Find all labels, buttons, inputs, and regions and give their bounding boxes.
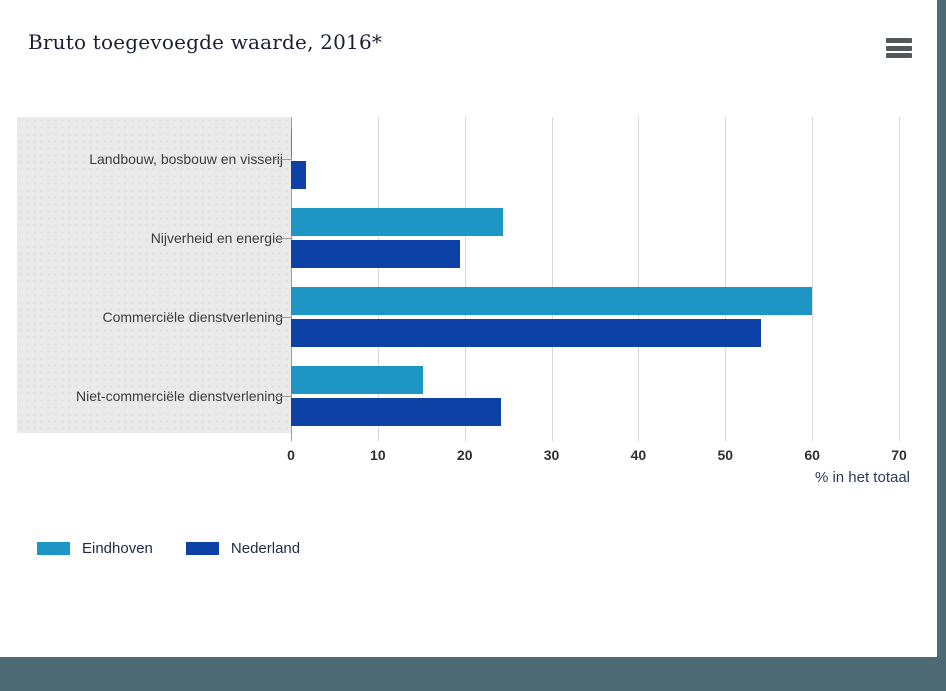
- x-tick-label: 30: [543, 447, 560, 463]
- legend-swatch: [37, 542, 70, 555]
- x-tick-label: 10: [370, 447, 386, 463]
- x-tick-label: 20: [456, 447, 473, 463]
- gridline: [464, 117, 466, 441]
- category-label: Commerciële dienstverlening: [102, 308, 283, 325]
- x-tick-label: 50: [717, 447, 734, 463]
- chart-card: Bruto toegevoegde waarde, 2016* 0 10 20 30 4…: [0, 0, 937, 657]
- bar-eindhoven-1[interactable]: [291, 208, 503, 236]
- legend-label: Nederland: [230, 540, 301, 557]
- x-tick-label: 40: [630, 447, 647, 463]
- legend-item-nederland[interactable]: Nederland: [185, 540, 301, 557]
- gridline: [551, 117, 553, 441]
- x-axis-label: % in het totaal: [814, 469, 910, 486]
- bar-nederland-3[interactable]: [291, 398, 502, 426]
- category-tick: [275, 317, 292, 318]
- category-tick: [275, 238, 292, 239]
- bar-eindhoven-3[interactable]: [291, 366, 424, 394]
- menu-bar: [886, 38, 912, 43]
- category-label-panel: [17, 117, 291, 433]
- legend-item-eindhoven[interactable]: Eindhoven: [37, 540, 153, 557]
- legend: Eindhoven Nederland: [37, 540, 300, 557]
- category-label: Landbouw, bosbouw en visserij: [89, 150, 283, 167]
- gridline: [725, 117, 727, 441]
- category-label: Nijverheid en energie: [150, 229, 283, 246]
- gridline: [377, 117, 379, 441]
- bar-nederland-2[interactable]: [291, 319, 761, 347]
- menu-bar: [886, 45, 912, 51]
- bar-nederland-0[interactable]: [291, 161, 306, 189]
- y-axis-line: [291, 117, 292, 441]
- bar-nederland-1[interactable]: [291, 240, 461, 268]
- category-tick: [275, 396, 292, 397]
- bar-eindhoven-2[interactable]: [291, 287, 813, 315]
- gridline: [812, 117, 814, 441]
- chart-title: Bruto toegevoegde waarde, 2016*: [28, 30, 383, 54]
- x-tick-label: 70: [891, 447, 907, 463]
- menu-bar: [886, 53, 912, 58]
- category-label: Niet-commerciële dienstverlening: [76, 387, 283, 404]
- gridline: [638, 117, 640, 441]
- hamburger-menu-icon[interactable]: [884, 36, 914, 60]
- category-tick: [275, 159, 292, 160]
- legend-swatch: [185, 542, 219, 555]
- x-tick-label: 60: [804, 447, 820, 463]
- x-tick-label: 0: [287, 447, 295, 463]
- gridline: [899, 117, 900, 441]
- bar-eindhoven-0[interactable]: [291, 129, 292, 157]
- legend-label: Eindhoven: [82, 540, 153, 557]
